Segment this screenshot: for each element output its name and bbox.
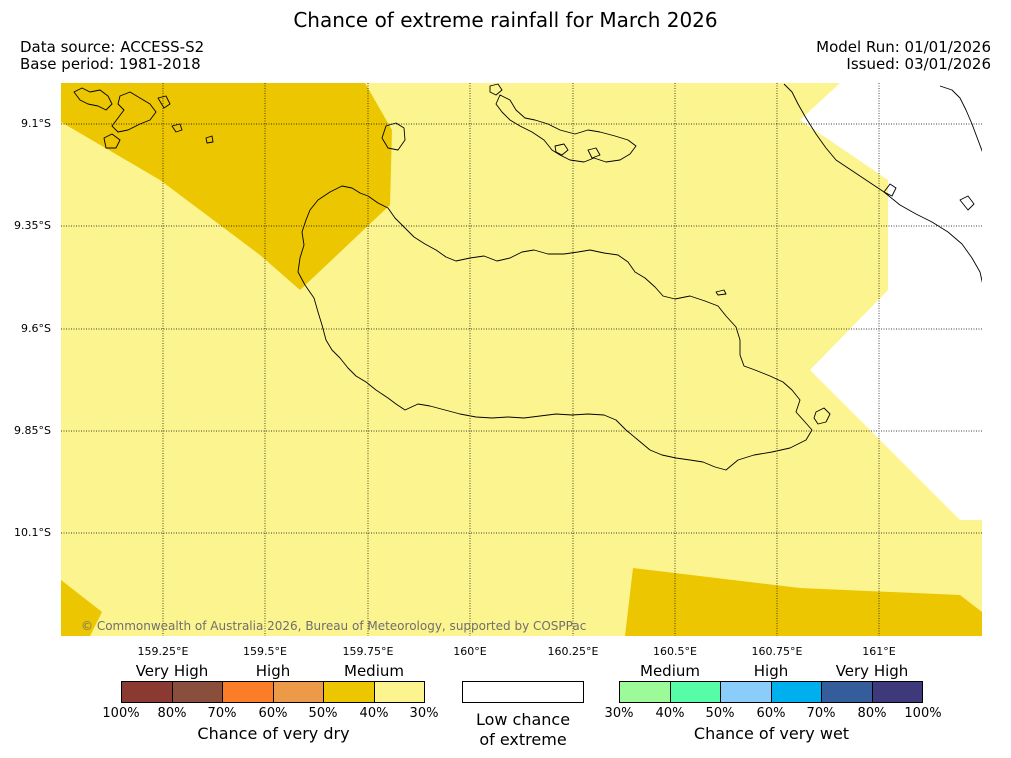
data-info: Data source: ACCESS-S2 Base period: 1981… <box>20 39 204 73</box>
data-source-text: Data source: ACCESS-S2 <box>20 38 205 56</box>
dry-swatch <box>373 681 425 703</box>
dry-category-high: High <box>255 662 291 680</box>
lat-label-10-1: 10.1°S <box>14 526 51 539</box>
dry-swatch <box>171 681 223 703</box>
lat-label-9-6: 9.6°S <box>21 322 51 335</box>
wet-tick: 60% <box>756 706 786 721</box>
dry-tick: 70% <box>207 706 237 721</box>
wet-tick: 50% <box>705 706 735 721</box>
high-dry-region-south <box>625 568 982 636</box>
wet-tick: 40% <box>655 706 685 721</box>
dry-tick: 80% <box>157 706 187 721</box>
lat-label-9-35: 9.35°S <box>14 219 51 232</box>
wet-tick: 100% <box>904 706 942 721</box>
dry-swatch <box>323 681 375 703</box>
lon-label-160-25: 160.25°E <box>547 645 599 658</box>
lon-label-159-5: 159.5°E <box>243 645 287 658</box>
dry-swatch <box>222 681 274 703</box>
lon-label-160-5: 160.5°E <box>653 645 697 658</box>
gridlines <box>61 83 982 636</box>
wet-swatch <box>619 681 671 703</box>
map-area <box>61 83 982 636</box>
dry-swatch <box>272 681 324 703</box>
wet-category-medium: Medium <box>640 662 700 680</box>
dry-category-medium: Medium <box>344 662 404 680</box>
russell-islands-coastline <box>73 87 113 111</box>
wet-tick: 70% <box>806 706 836 721</box>
guadalcanal-coastline <box>297 185 813 471</box>
high-dry-region-northwest <box>61 83 392 290</box>
lon-label-159-25: 159.25°E <box>137 645 189 658</box>
dry-tick: 50% <box>308 706 338 721</box>
dry-swatch <box>121 681 173 703</box>
wet-category-very-high: Very High <box>835 662 909 680</box>
low-chance-line1: Low chance <box>475 710 571 729</box>
wet-swatch <box>821 681 873 703</box>
malaita-coastline <box>783 83 982 284</box>
savo-island-coastline <box>381 122 406 151</box>
wet-tick: 30% <box>604 706 634 721</box>
lat-label-9-85: 9.85°S <box>14 424 51 437</box>
lon-label-160-75: 160.75°E <box>751 645 803 658</box>
wet-swatch <box>720 681 772 703</box>
wet-swatch <box>669 681 721 703</box>
low-chance-line2: of extreme <box>479 730 567 749</box>
lon-label-160: 160°E <box>453 645 487 658</box>
wet-tick: 80% <box>857 706 887 721</box>
low-chance-region <box>800 83 982 520</box>
map-title: Chance of extreme rainfall for March 202… <box>293 8 718 32</box>
dry-tick: 40% <box>359 706 389 721</box>
dry-legend-title: Chance of very dry <box>197 724 350 743</box>
model-run-text: Model Run: 01/01/2026 <box>816 38 991 56</box>
wet-swatch <box>871 681 923 703</box>
copyright-text: © Commonwealth of Australia 2026, Bureau… <box>81 619 587 633</box>
base-period-text: Base period: 1981-2018 <box>20 55 201 73</box>
high-dry-region-southwest <box>61 580 102 636</box>
dry-category-very-high: Very High <box>135 662 209 680</box>
low-chance-swatch <box>462 681 584 703</box>
coastlines <box>73 83 982 471</box>
wet-legend-title: Chance of very wet <box>693 724 850 743</box>
wet-swatch <box>770 681 822 703</box>
run-info: Model Run: 01/01/2026 Issued: 03/01/2026 <box>816 39 991 73</box>
lat-label-9-1: 9.1°S <box>21 117 51 130</box>
dry-tick: 30% <box>409 706 439 721</box>
lon-label-159-75: 159.75°E <box>342 645 394 658</box>
wet-category-high: High <box>753 662 789 680</box>
dry-tick: 60% <box>258 706 288 721</box>
issued-text: Issued: 03/01/2026 <box>846 55 991 73</box>
low-chance-label: Low chance of extreme <box>452 710 594 750</box>
lon-label-161: 161°E <box>862 645 896 658</box>
dry-tick: 100% <box>102 706 140 721</box>
florida-islands-coastline <box>495 94 637 163</box>
